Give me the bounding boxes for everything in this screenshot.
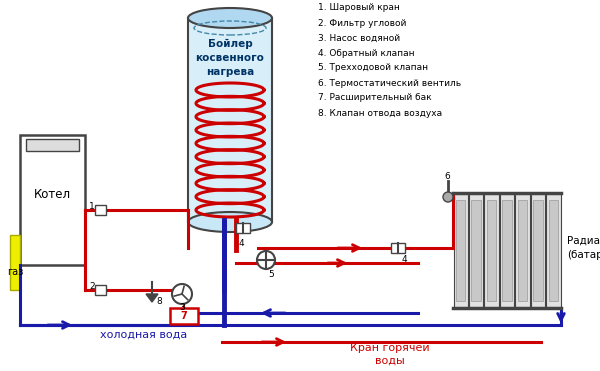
Text: 5. Трехходовой клапан: 5. Трехходовой клапан [318, 63, 428, 72]
Bar [530, 193, 545, 308]
Text: 4: 4 [402, 255, 407, 264]
Bar [10, 235, 20, 290]
Text: 2: 2 [89, 282, 95, 291]
Text: 3: 3 [179, 303, 185, 312]
Bar [95, 285, 106, 295]
Text: 6: 6 [444, 172, 450, 181]
Text: 7. Расширительный бак: 7. Расширительный бак [318, 93, 431, 102]
Ellipse shape [188, 8, 272, 28]
Bar [188, 18, 272, 222]
Text: Кран горячей
воды: Кран горячей воды [350, 343, 430, 365]
Bar [502, 200, 512, 301]
Bar [236, 223, 250, 233]
Bar [456, 200, 466, 301]
Bar [518, 200, 527, 301]
Bar [472, 200, 481, 301]
Circle shape [257, 251, 275, 269]
Bar [515, 193, 530, 308]
Circle shape [443, 192, 453, 202]
Bar [170, 308, 198, 324]
Text: 8. Клапан отвода воздуха: 8. Клапан отвода воздуха [318, 108, 442, 118]
Text: 1: 1 [89, 202, 95, 211]
Bar [95, 205, 106, 215]
Bar [533, 200, 542, 301]
Text: 4. Обратный клапан: 4. Обратный клапан [318, 49, 415, 58]
Bar [546, 193, 560, 308]
Text: холодная вода: холодная вода [100, 330, 187, 340]
Ellipse shape [188, 212, 272, 232]
Bar [487, 200, 496, 301]
Text: 2. Фильтр угловой: 2. Фильтр угловой [318, 19, 406, 27]
Text: 3. Насос водяной: 3. Насос водяной [318, 33, 400, 43]
Text: 5: 5 [268, 270, 274, 279]
Text: 7: 7 [181, 311, 187, 321]
Circle shape [172, 284, 192, 304]
Bar [484, 193, 499, 308]
Bar [548, 200, 558, 301]
Text: 1. Шаровый кран: 1. Шаровый кран [318, 3, 400, 13]
Bar [20, 135, 85, 265]
Text: газ: газ [7, 267, 23, 277]
Polygon shape [146, 294, 158, 302]
Bar [26, 139, 79, 151]
Text: 4: 4 [239, 239, 245, 248]
Bar [454, 193, 468, 308]
Text: Радиатор
(батарея): Радиатор (батарея) [567, 236, 600, 260]
Text: Бойлер
косвенного
нагрева: Бойлер косвенного нагрева [196, 39, 265, 77]
Bar [500, 193, 514, 308]
Text: 8: 8 [156, 297, 162, 306]
Bar [469, 193, 484, 308]
Bar [391, 243, 405, 253]
Text: Котел: Котел [34, 188, 71, 201]
Bar [188, 18, 272, 222]
Text: 6. Термостатический вентиль: 6. Термостатический вентиль [318, 79, 461, 88]
